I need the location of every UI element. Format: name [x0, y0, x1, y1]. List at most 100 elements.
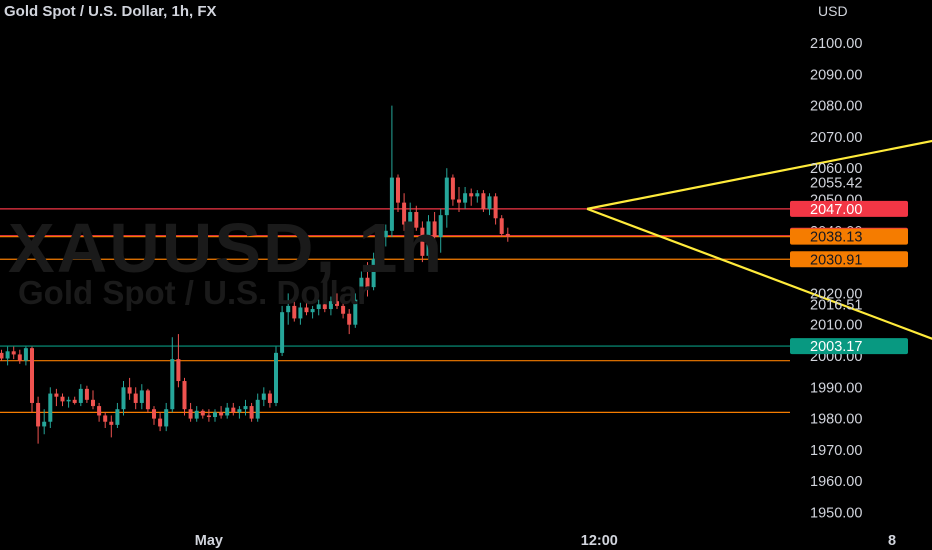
candle-body: [402, 202, 407, 225]
candle-body: [469, 193, 474, 197]
candle-body: [389, 177, 394, 231]
y-tick-label: 2060.00: [810, 161, 862, 177]
candle-body: [420, 227, 425, 256]
candle-body: [115, 409, 120, 425]
candle-body: [505, 233, 510, 237]
x-tick-label: 8: [888, 533, 896, 549]
candle-body: [267, 393, 272, 403]
candle-body: [23, 348, 28, 361]
candle-body: [304, 307, 309, 313]
candle-body: [487, 196, 492, 209]
candle-body: [280, 312, 285, 353]
y-tick-label: 1950.00: [810, 506, 862, 522]
y-tick-label: 1960.00: [810, 474, 862, 490]
price-tag-label: 2038.13: [810, 230, 862, 246]
y-tick-label: 2090.00: [810, 67, 862, 83]
candle-body: [194, 410, 199, 419]
price-label: 2055.42: [810, 176, 862, 192]
candle-body: [84, 388, 89, 400]
candle-body: [170, 359, 175, 410]
chart-title: Gold Spot / U.S. Dollar, 1h, FX: [4, 3, 217, 20]
candle-body: [255, 399, 260, 419]
candle-body: [432, 221, 437, 238]
candle-body: [225, 407, 230, 416]
candle-body: [231, 407, 236, 413]
candle-body: [219, 412, 224, 416]
candle-body: [127, 387, 132, 394]
price-tag: [790, 251, 908, 268]
y-tick-label: 2010.00: [810, 318, 862, 334]
candle-body: [249, 406, 254, 419]
y-tick-label: 2080.00: [810, 99, 862, 115]
candle-body: [377, 237, 382, 259]
candle-body: [463, 193, 468, 203]
candle-body: [139, 390, 144, 403]
price-tag: [790, 338, 908, 355]
candle-body: [426, 221, 431, 256]
y-tick-label: 2020.00: [810, 286, 862, 302]
candle-body: [48, 393, 53, 422]
candle-body: [30, 348, 34, 403]
price-tag: [790, 200, 908, 217]
candle-body: [298, 307, 303, 319]
candle-body: [11, 351, 16, 355]
candle-body: [322, 304, 327, 310]
candle-body: [109, 421, 114, 425]
candle-body: [91, 399, 95, 407]
candle-body: [145, 390, 150, 410]
candle-body: [365, 277, 370, 288]
symbol-watermark: XAUUSD, 1h: [8, 209, 445, 287]
candle-body: [200, 410, 205, 416]
candle-body: [0, 352, 4, 359]
candle-body: [176, 359, 181, 382]
candle-body: [450, 177, 455, 200]
candle-body: [152, 409, 156, 419]
candle-body: [72, 399, 77, 403]
candle-body: [97, 406, 102, 416]
candle-body: [206, 415, 211, 418]
candle-body: [341, 305, 346, 314]
currency-label: USD: [818, 3, 848, 19]
candle-body: [475, 193, 480, 197]
y-tick-label: 2100.00: [810, 36, 862, 52]
candle-body: [274, 352, 278, 403]
description-watermark: Gold Spot / U.S. Dollar: [18, 274, 371, 311]
candle-body: [335, 301, 339, 306]
candle-body: [286, 305, 291, 313]
candle-body: [328, 301, 333, 310]
arrow-line: [586, 139, 932, 210]
candle-body: [316, 304, 321, 310]
x-tick-label: 12:00: [581, 533, 618, 549]
arrow-line: [586, 207, 932, 340]
price-label: 2016.51: [810, 297, 862, 313]
candle-body: [414, 212, 419, 228]
candle-body: [499, 218, 504, 234]
candle-body: [158, 418, 163, 427]
candle-body: [121, 387, 126, 410]
candle-body: [261, 393, 266, 400]
candle-body: [292, 305, 297, 319]
candle-body: [54, 393, 59, 397]
candle-body: [103, 415, 108, 422]
candle-body: [347, 313, 352, 325]
candles-group: [0, 105, 510, 444]
candle-body: [188, 409, 193, 419]
candle-body: [182, 381, 187, 410]
candle-body: [66, 399, 71, 402]
y-tick-label: 1970.00: [810, 443, 862, 459]
price-tag-label: 2030.91: [810, 252, 862, 268]
price-tag: [790, 228, 908, 245]
candle-body: [438, 215, 443, 238]
candle-body: [36, 402, 41, 427]
candle-body: [5, 351, 10, 359]
candle-body: [396, 177, 400, 203]
x-tick-label: May: [195, 533, 223, 549]
candle-body: [60, 396, 65, 402]
candle-body: [17, 354, 22, 361]
candle-body: [444, 177, 449, 216]
candle-body: [359, 277, 364, 300]
candle-body: [408, 212, 413, 225]
candle-body: [237, 409, 242, 413]
candle-body: [481, 193, 486, 209]
